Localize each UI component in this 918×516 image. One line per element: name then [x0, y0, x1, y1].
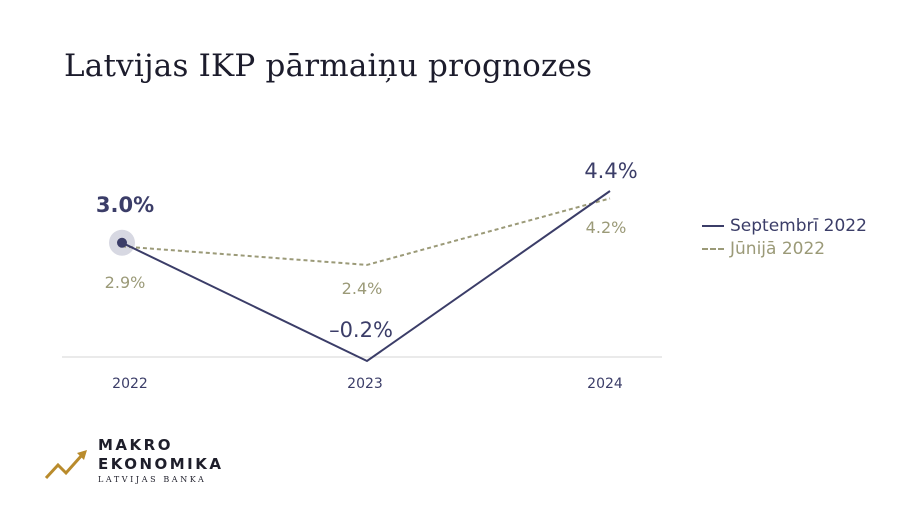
trend-arrow-icon: [44, 450, 87, 480]
legend-label-septembri: Septembrī 2022: [730, 215, 867, 236]
legend-swatch-solid: [702, 224, 724, 227]
legend-swatch-dashed: [702, 247, 724, 250]
brand-subtitle: LATVIJAS BANKA: [98, 475, 207, 484]
x-tick-label-2023: 2023: [347, 376, 383, 392]
legend-label-junija: Jūnijā 2022: [730, 238, 826, 259]
chart-title: Latvijas IKP pārmaiņu prognozes: [64, 48, 593, 84]
x-tick-label-2024: 2024: [587, 376, 623, 392]
data-label-septembri-2023: –0.2%: [329, 318, 393, 342]
legend-item-septembri[interactable]: Septembrī 2022: [702, 214, 867, 237]
data-label-septembri-2022: 3.0%: [96, 193, 154, 217]
legend-item-junija[interactable]: Jūnijā 2022: [702, 237, 867, 260]
x-tick-label-2022: 2022: [112, 376, 148, 392]
data-label-septembri-2024: 4.4%: [584, 159, 637, 183]
highlight-point: [117, 237, 127, 248]
brand-name-line1: MAKRO: [98, 436, 173, 454]
data-label-junija-2023: 2.4%: [342, 279, 383, 298]
legend: Septembrī 2022 Jūnijā 2022: [702, 214, 867, 260]
data-label-junija-2024: 4.2%: [586, 218, 627, 237]
line-chart: 3.0% –0.2% 4.4% 2.9% 2.4% 4.2% 2022 2023 2024: [62, 159, 662, 392]
data-label-junija-2022: 2.9%: [105, 273, 146, 292]
series-line-0: [121, 190, 611, 363]
brand-name-line2: EKONOMIKA: [98, 455, 224, 473]
series-line-1: [121, 197, 611, 266]
